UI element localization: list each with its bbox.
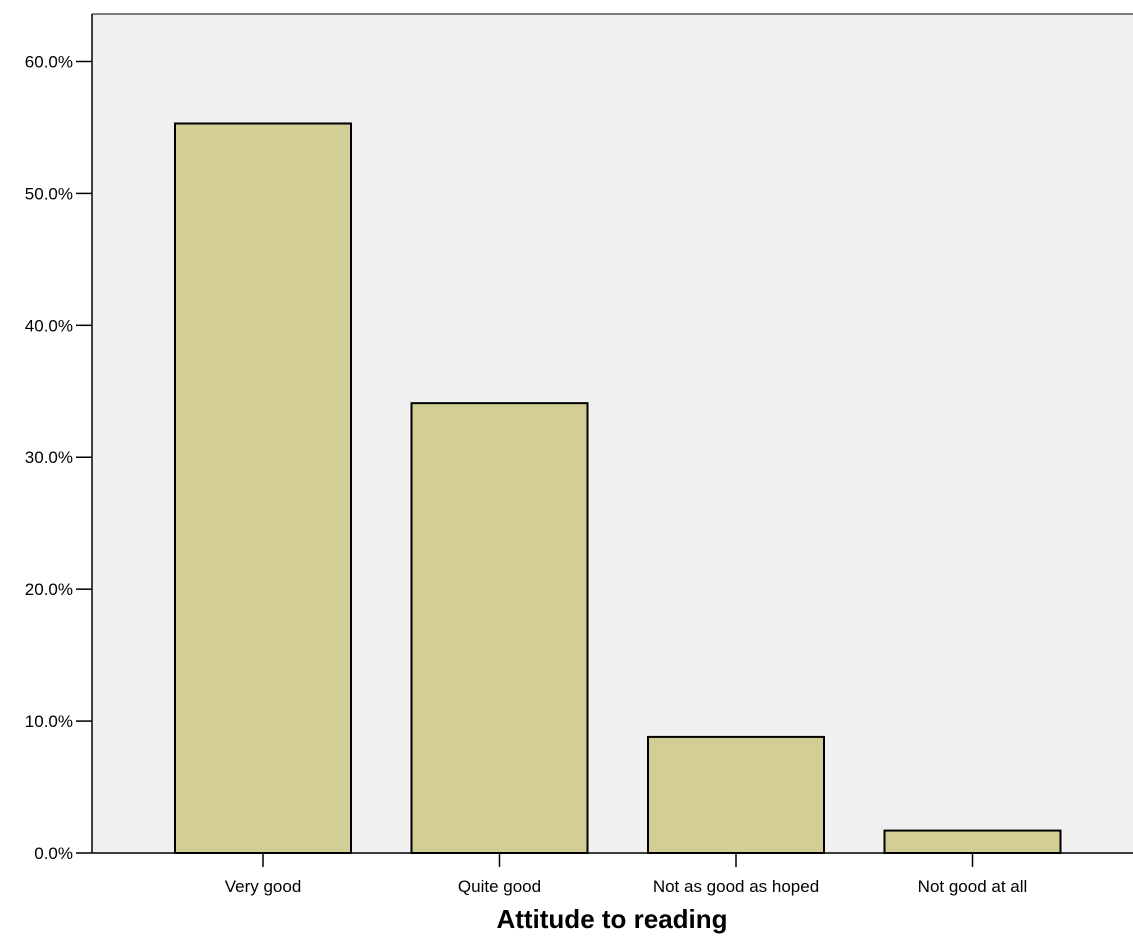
y-tick-label-5: 50.0% [25,184,73,203]
bar-2 [647,735,825,854]
bar-0 [174,122,352,855]
y-tick-label-0: 0.0% [34,844,73,863]
x-tick-label-2: Not as good as hoped [653,877,819,896]
bar-1 [410,402,589,854]
x-axis-title: Attitude to reading [496,904,727,934]
y-tick-label-4: 40.0% [25,316,73,335]
x-tick-label-3: Not good at all [918,877,1028,896]
x-tick-label-0: Very good [225,877,302,896]
bar-3 [883,829,1062,855]
x-axis-ticks: Very good Quite good Not as good as hoped N… [225,853,1028,896]
y-axis-ticks: 0.0% 10.0% 20.0% 30.0% 40.0% 50.0% 60.0% [25,52,92,863]
y-tick-label-6: 60.0% [25,52,73,71]
y-tick-label-3: 30.0% [25,448,73,467]
bars-group [174,122,1062,855]
x-tick-label-1: Quite good [458,877,541,896]
y-tick-label-2: 20.0% [25,580,73,599]
y-tick-label-1: 10.0% [25,712,73,731]
